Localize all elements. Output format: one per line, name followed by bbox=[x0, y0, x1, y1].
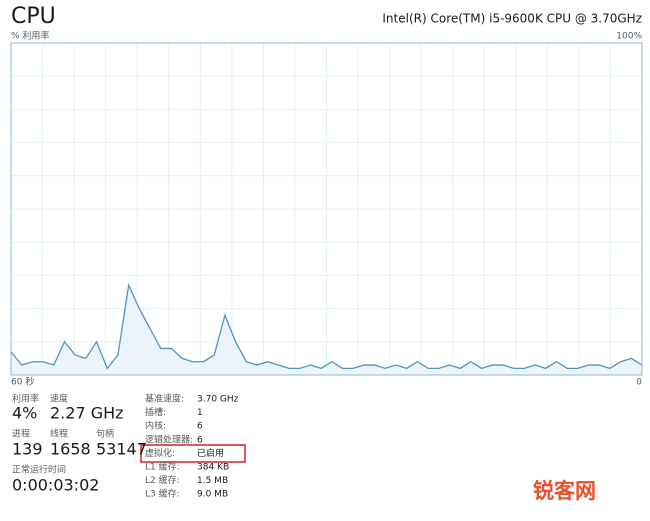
area bbox=[11, 285, 642, 375]
watermark: 锐客网 bbox=[533, 479, 596, 503]
detail-value: 9.0 MB bbox=[197, 490, 228, 500]
stat-value: 139 bbox=[12, 440, 43, 459]
title: CPU bbox=[11, 4, 56, 29]
stat-value: 2.27 GHz bbox=[50, 404, 124, 423]
stat-label: 速度 bbox=[50, 393, 68, 405]
stat-value: 1658 bbox=[50, 440, 91, 459]
detail-label: 基准速度: bbox=[145, 393, 184, 405]
stat-label: 正常运行时间 bbox=[12, 464, 66, 476]
plot-border bbox=[10, 42, 643, 376]
detail-value: 1.5 MB bbox=[197, 476, 228, 486]
x-start-label: 60 秒 bbox=[11, 376, 34, 388]
highlight-box bbox=[140, 444, 246, 463]
detail-label: L1 缓存: bbox=[145, 461, 180, 473]
detail-value: 384 KB bbox=[197, 463, 229, 473]
stat-value: 4% bbox=[12, 404, 37, 423]
detail-value: 6 bbox=[197, 422, 203, 432]
detail-value: 1 bbox=[197, 408, 203, 418]
x-end-label: 0 bbox=[636, 378, 642, 388]
stat-value: 0:00:03:02 bbox=[12, 476, 99, 495]
y-tick-label: 100% bbox=[616, 32, 642, 42]
detail-label: 内核: bbox=[145, 420, 166, 432]
stat-label: 利用率 bbox=[12, 393, 39, 405]
y-axis-label: % 利用率 bbox=[11, 30, 49, 42]
detail-label: L3 缓存: bbox=[145, 488, 180, 500]
detail-value: 已启用 bbox=[197, 447, 224, 459]
detail-value: 3.70 GHz bbox=[197, 395, 239, 405]
detail-value: 6 bbox=[197, 435, 203, 445]
cpu-name: Intel(R) Core(TM) i5-9600K CPU @ 3.70GHz bbox=[382, 12, 642, 26]
line bbox=[10, 283, 643, 370]
stat-label: 进程 bbox=[12, 429, 30, 440]
stat-label: 线程 bbox=[50, 428, 68, 440]
detail-label: 虚拟化: bbox=[145, 447, 175, 459]
detail-label: 逻辑处理器: bbox=[145, 433, 193, 445]
detail-label: 插槽: bbox=[145, 406, 166, 418]
stat-label: 句柄 bbox=[96, 428, 114, 440]
stat-value: 53147 bbox=[96, 440, 147, 459]
detail-label: L2 缓存: bbox=[145, 474, 180, 486]
